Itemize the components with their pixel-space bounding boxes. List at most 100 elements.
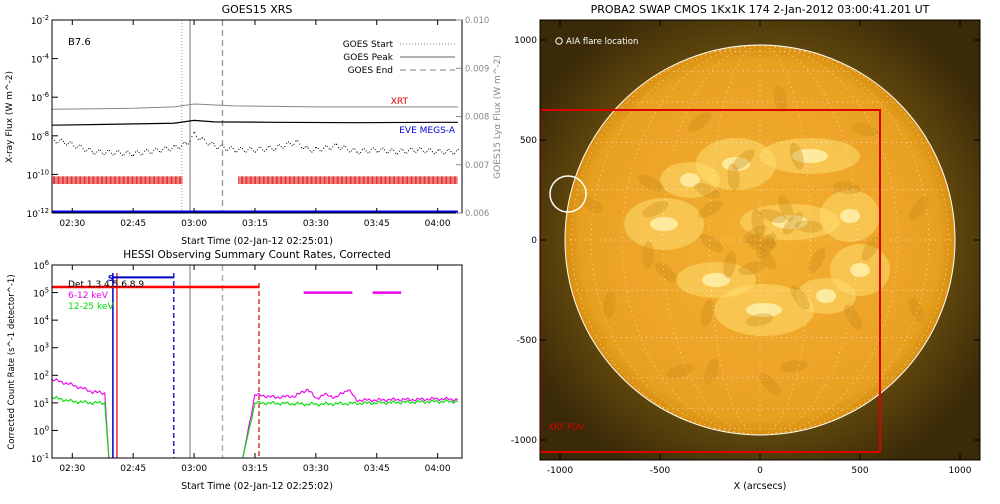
swap-image-panel: PROBA2 SWAP CMOS 1Kx1K 174 2-Jan-2012 03… <box>511 3 981 492</box>
goes-short-point <box>354 148 356 150</box>
goes-short-point <box>345 146 347 148</box>
goes-short-point <box>158 151 160 153</box>
goes-short-point <box>395 152 397 154</box>
goes-short-point <box>323 147 325 149</box>
hessi-ytick-label: 106 <box>33 259 49 272</box>
goes-short-points <box>52 131 459 157</box>
active-region-core <box>722 157 750 171</box>
goes-short-point <box>376 151 378 153</box>
goes-short-point <box>80 145 82 147</box>
goes-xtick-label: 03:00 <box>181 219 207 229</box>
goes-short-point <box>358 153 360 155</box>
coronal-structure <box>603 290 616 319</box>
goes-short-point <box>258 146 260 148</box>
goes-short-point <box>140 154 142 156</box>
goes-short-point <box>96 151 98 153</box>
goes-short-point <box>339 148 341 150</box>
goes-short-point <box>282 147 284 149</box>
goes-short-point <box>415 151 417 153</box>
coronal-structure <box>748 239 777 252</box>
coronal-structure <box>638 174 664 192</box>
goes-short-point <box>280 146 282 148</box>
goes-short-point <box>194 131 196 133</box>
goes-short-point <box>352 148 354 150</box>
goes-short-point <box>385 152 387 154</box>
goes-short-point <box>289 143 291 145</box>
goes-short-point <box>105 152 107 154</box>
goes-short-point <box>398 150 400 152</box>
goes-short-point <box>444 152 446 154</box>
longitude-line <box>759 44 811 436</box>
goes-short-point <box>149 152 151 154</box>
hessi-ylabel: Corrected Count Rate (s^-1 detector^-1) <box>7 274 17 449</box>
goes-short-point <box>408 150 410 152</box>
goes-xtick-label: 02:30 <box>59 219 85 229</box>
swap-axes: -1000 -500 0 500 1000 -1000 -500 0 500 1000 <box>511 20 980 476</box>
goes-short-point <box>184 142 186 144</box>
goes-xtick-label: 03:30 <box>303 219 329 229</box>
goes-short-point <box>424 152 426 154</box>
goes-short-point <box>391 148 393 150</box>
hessi-xtick-label: 03:45 <box>364 464 390 474</box>
swap-xtick-label: 1000 <box>949 466 972 476</box>
goes-short-point <box>443 153 445 155</box>
goes-short-point <box>55 142 57 144</box>
goes-short-point <box>454 152 456 154</box>
goes-short-point <box>207 144 209 146</box>
goes-short-point <box>61 138 63 140</box>
goes-short-point <box>228 147 230 149</box>
goes-short-point <box>367 152 369 154</box>
goes-short-point <box>66 144 68 146</box>
goes-short-point <box>241 148 243 150</box>
coronal-structure <box>727 163 740 192</box>
coronal-structure <box>732 149 755 171</box>
goes-short-point <box>380 148 382 150</box>
goes-short-point <box>144 150 146 152</box>
goes-short-point <box>278 144 280 146</box>
goes-short-point <box>249 147 251 149</box>
hessi-axes: S 02:30 02:45 03:00 03:15 03:30 03:45 04:00 10-1… <box>31 259 451 474</box>
goes-short-point <box>247 149 249 151</box>
goes-short-point <box>369 151 371 153</box>
hessi-legend-label: Det 1,3,4,5,6,8,9 <box>68 280 144 290</box>
goes-short-point <box>254 151 256 153</box>
goes-short-point <box>179 147 181 149</box>
goes-short-point <box>291 144 293 146</box>
goes-legend: GOES Start GOES Peak GOES End <box>343 40 455 76</box>
coronal-structure <box>751 208 765 237</box>
goes-short-point <box>409 147 411 149</box>
hessi-xtick-label: 03:15 <box>242 464 268 474</box>
goes-short-point <box>317 148 319 150</box>
goes-short-point <box>216 147 218 149</box>
goes-short-point <box>151 152 153 154</box>
goes-short-point <box>315 146 317 148</box>
goes-short-point <box>116 150 118 152</box>
coronal-structure <box>759 373 781 395</box>
coronal-structure <box>704 358 719 386</box>
goes-right-ytick-label: 0.009 <box>465 64 489 74</box>
longitude-line <box>759 44 949 436</box>
goes-short-point <box>341 147 343 149</box>
coronal-structure <box>759 232 776 259</box>
goes-short-point <box>164 146 166 148</box>
swap-xtick-label: 0 <box>757 466 763 476</box>
hessi-panel: HESSI Observing Summary Count Rates, Cor… <box>7 249 463 492</box>
goes-short-point <box>112 154 114 156</box>
goes-short-point <box>69 141 71 143</box>
hessi-line-6-12 <box>52 378 459 458</box>
goes-short-point <box>350 150 352 152</box>
goes-short-point <box>99 150 101 152</box>
goes-short-point <box>118 150 120 152</box>
goes-short-point <box>175 145 177 147</box>
goes-short-point <box>306 146 308 148</box>
goes-short-point <box>260 147 262 149</box>
goes-short-point <box>286 142 288 144</box>
coronal-structure <box>642 201 669 218</box>
goes-ytick-label: 10-2 <box>31 14 49 27</box>
flare-circle <box>549 175 587 213</box>
goes-short-point <box>387 152 389 154</box>
goes-short-point <box>332 146 334 148</box>
goes-short-point <box>372 147 374 149</box>
coronal-structure <box>738 261 766 275</box>
goes-ylabel-right: GOES15 Lyα Flux (W m^-2) <box>493 55 503 179</box>
